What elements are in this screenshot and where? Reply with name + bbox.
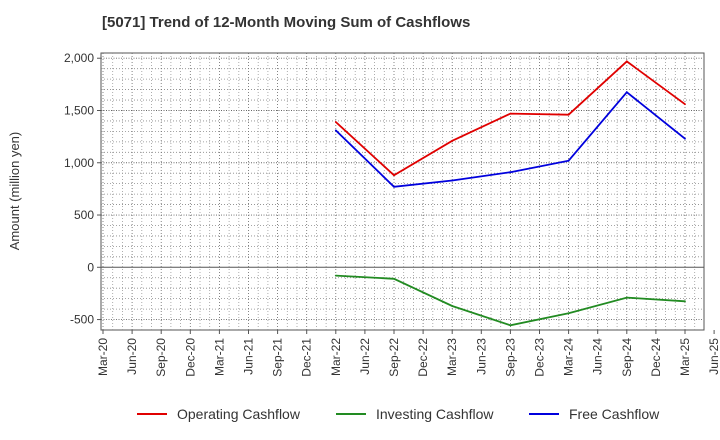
legend: Operating Cashflow Investing Cashflow Free… <box>137 406 660 422</box>
x-tick-label: Dec-24 <box>649 338 663 377</box>
data-point <box>567 312 570 315</box>
data-point <box>451 305 454 307</box>
y-tick-label: 1,500 <box>64 103 94 117</box>
plot-area <box>100 52 705 331</box>
grid <box>100 52 705 331</box>
data-point <box>393 277 395 280</box>
legend-label-free-cashflow: Free Cashflow <box>569 406 660 422</box>
x-tick-label: Jun-24 <box>591 338 605 375</box>
data-point <box>684 103 686 106</box>
x-tick-label: Dec-20 <box>183 338 197 377</box>
data-point <box>567 159 570 162</box>
data-point <box>625 60 628 63</box>
data-point <box>509 324 512 327</box>
y-axis-label: Amount (million yen) <box>7 132 22 251</box>
data-point <box>334 121 337 123</box>
data-point <box>684 137 686 140</box>
data-point <box>451 139 454 142</box>
y-tick-label: -500 <box>70 313 94 327</box>
y-tick-label: 0 <box>87 260 94 274</box>
x-tick-label: Jun-22 <box>358 338 372 375</box>
x-tick-label: Mar-23 <box>445 338 459 376</box>
data-point <box>451 179 454 182</box>
x-tick-label: Mar-20 <box>96 338 110 376</box>
data-point <box>625 91 628 94</box>
x-tick-label: Mar-25 <box>678 338 692 376</box>
data-point <box>684 300 686 303</box>
data-point <box>509 112 512 115</box>
legend-label-operating-cashflow: Operating Cashflow <box>177 406 301 422</box>
x-tick-label: Sep-23 <box>503 338 517 377</box>
data-point <box>334 129 337 132</box>
data-point <box>625 296 628 299</box>
x-tick-label: Dec-23 <box>533 338 547 377</box>
x-tick-label: Jun-25 <box>707 338 720 375</box>
y-tick-label: 500 <box>74 208 94 222</box>
x-tick-label: Dec-22 <box>416 338 430 377</box>
data-point <box>393 185 395 188</box>
data-point <box>567 113 570 116</box>
x-tick-label: Mar-22 <box>329 338 343 376</box>
x-tick-label: Jun-20 <box>125 338 139 375</box>
x-tick-label: Dec-21 <box>300 338 314 377</box>
x-tick-label: Sep-21 <box>271 338 285 377</box>
data-point <box>334 274 337 277</box>
chart-title: [5071] Trend of 12-Month Moving Sum of C… <box>102 14 471 31</box>
x-tick-label: Sep-24 <box>620 338 634 377</box>
x-tick-label: Jun-21 <box>242 338 256 375</box>
series-lines <box>334 60 686 327</box>
data-point <box>509 171 512 174</box>
x-tick-label: Sep-20 <box>154 338 168 377</box>
data-point <box>393 174 395 177</box>
x-tick-label: Sep-22 <box>387 338 401 377</box>
x-tick-label: Jun-23 <box>474 338 488 375</box>
x-tick-label: Mar-21 <box>212 338 226 376</box>
y-tick-label: 2,000 <box>64 51 94 65</box>
x-tick-label: Mar-24 <box>562 338 576 376</box>
legend-label-investing-cashflow: Investing Cashflow <box>376 406 494 422</box>
y-tick-label: 1,000 <box>64 156 94 170</box>
